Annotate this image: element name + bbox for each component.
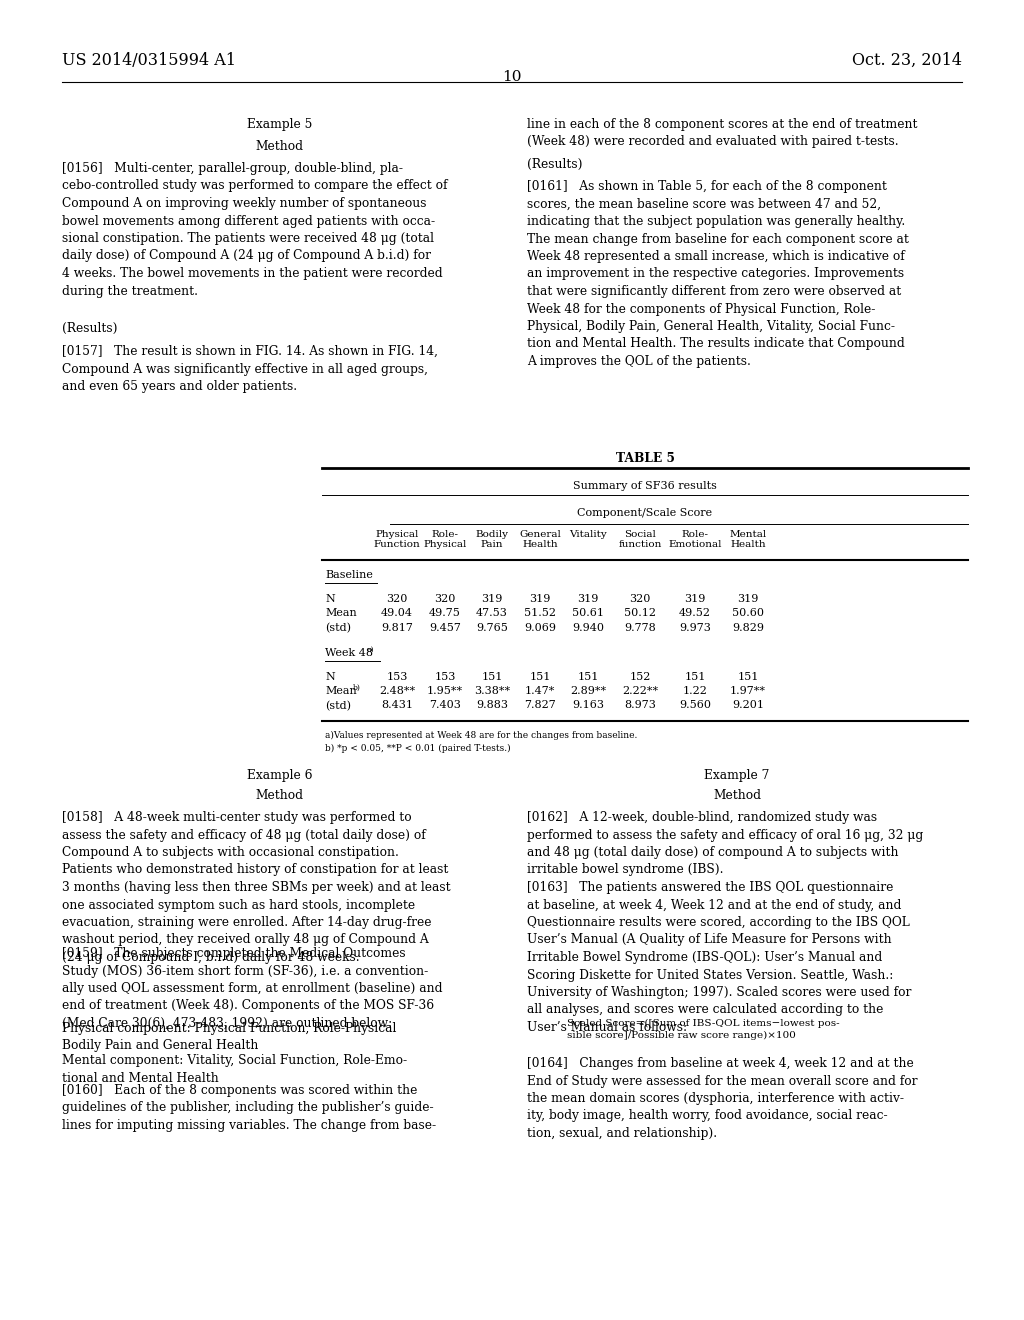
Text: Example 5: Example 5 — [247, 117, 312, 131]
Text: 319: 319 — [684, 594, 706, 605]
Text: Mental component: Vitality, Social Function, Role-Emo-
tional and Mental Health: Mental component: Vitality, Social Funct… — [62, 1053, 408, 1085]
Text: 49.75: 49.75 — [429, 609, 461, 619]
Text: 3.38**: 3.38** — [474, 686, 510, 696]
Text: [0157]   The result is shown in FIG. 14. As shown in FIG. 14,
Compound A was sig: [0157] The result is shown in FIG. 14. A… — [62, 345, 438, 393]
Text: (std): (std) — [325, 623, 351, 634]
Text: N: N — [325, 594, 335, 605]
Text: 9.973: 9.973 — [679, 623, 711, 634]
Text: 2.89**: 2.89** — [570, 686, 606, 696]
Text: Mean: Mean — [325, 609, 356, 619]
Text: 7.827: 7.827 — [524, 701, 556, 710]
Text: [0158]   A 48-week multi-center study was performed to
assess the safety and eff: [0158] A 48-week multi-center study was … — [62, 810, 451, 964]
Text: Week 48: Week 48 — [325, 648, 373, 657]
Text: 152: 152 — [630, 672, 650, 681]
Text: Vitality: Vitality — [569, 531, 607, 539]
Text: 9.940: 9.940 — [572, 623, 604, 634]
Text: Physical
Function: Physical Function — [374, 531, 421, 549]
Text: a): a) — [367, 645, 375, 653]
Text: 319: 319 — [529, 594, 551, 605]
Text: Example 6: Example 6 — [247, 770, 312, 781]
Text: 320: 320 — [386, 594, 408, 605]
Text: 319: 319 — [481, 594, 503, 605]
Text: 9.201: 9.201 — [732, 701, 764, 710]
Text: 47.53: 47.53 — [476, 609, 508, 619]
Text: Physical component: Physical Function, Role-Physical
Bodily Pain and General Hea: Physical component: Physical Function, R… — [62, 1022, 396, 1052]
Text: 151: 151 — [737, 672, 759, 681]
Text: [0156]   Multi-center, parallel-group, double-blind, pla-
cebo-controlled study : [0156] Multi-center, parallel-group, dou… — [62, 162, 447, 297]
Text: 9.457: 9.457 — [429, 623, 461, 634]
Text: Method: Method — [256, 140, 303, 153]
Text: TABLE 5: TABLE 5 — [615, 451, 675, 465]
Text: 9.765: 9.765 — [476, 623, 508, 634]
Text: 50.12: 50.12 — [624, 609, 656, 619]
Text: 151: 151 — [529, 672, 551, 681]
Text: 1.95**: 1.95** — [427, 686, 463, 696]
Text: Example 7: Example 7 — [705, 770, 770, 781]
Text: 320: 320 — [630, 594, 650, 605]
Text: 151: 151 — [481, 672, 503, 681]
Text: a)Values represented at Week 48 are for the changes from baseline.: a)Values represented at Week 48 are for … — [325, 731, 637, 741]
Text: 2.22**: 2.22** — [622, 686, 658, 696]
Text: Component/Scale Score: Component/Scale Score — [578, 508, 713, 517]
Text: 9.560: 9.560 — [679, 701, 711, 710]
Text: 49.52: 49.52 — [679, 609, 711, 619]
Text: 9.163: 9.163 — [572, 701, 604, 710]
Text: (Results): (Results) — [527, 158, 583, 172]
Text: Method: Method — [713, 789, 761, 803]
Text: 151: 151 — [578, 672, 599, 681]
Text: Baseline: Baseline — [325, 570, 373, 579]
Text: 320: 320 — [434, 594, 456, 605]
Text: line in each of the 8 component scores at the end of treatment
(Week 48) were re: line in each of the 8 component scores a… — [527, 117, 918, 149]
Text: [0163]   The patients answered the IBS QOL questionnaire
at baseline, at week 4,: [0163] The patients answered the IBS QOL… — [527, 880, 911, 1034]
Text: [0161]   As shown in Table 5, for each of the 8 component
scores, the mean basel: [0161] As shown in Table 5, for each of … — [527, 180, 909, 368]
Text: Bodily
Pain: Bodily Pain — [475, 531, 509, 549]
Text: 319: 319 — [578, 594, 599, 605]
Text: 8.973: 8.973 — [624, 701, 656, 710]
Text: 1.47*: 1.47* — [525, 686, 555, 696]
Text: 9.817: 9.817 — [381, 623, 413, 634]
Text: 9.069: 9.069 — [524, 623, 556, 634]
Text: 153: 153 — [434, 672, 456, 681]
Text: [0164]   Changes from baseline at week 4, week 12 and at the
End of Study were a: [0164] Changes from baseline at week 4, … — [527, 1057, 918, 1140]
Text: Social
function: Social function — [618, 531, 662, 549]
Text: [0160]   Each of the 8 components was scored within the
guidelines of the publis: [0160] Each of the 8 components was scor… — [62, 1084, 436, 1133]
Text: 7.403: 7.403 — [429, 701, 461, 710]
Text: 9.829: 9.829 — [732, 623, 764, 634]
Text: Method: Method — [256, 789, 303, 803]
Text: b): b) — [353, 684, 360, 692]
Text: 1.97**: 1.97** — [730, 686, 766, 696]
Text: 9.883: 9.883 — [476, 701, 508, 710]
Text: 319: 319 — [737, 594, 759, 605]
Text: Summary of SF36 results: Summary of SF36 results — [573, 480, 717, 491]
Text: 8.431: 8.431 — [381, 701, 413, 710]
Text: N: N — [325, 672, 335, 681]
Text: Role-
Physical: Role- Physical — [423, 531, 467, 549]
Text: Mental
Health: Mental Health — [729, 531, 767, 549]
Text: 1.22: 1.22 — [683, 686, 708, 696]
Text: [0159]   The subjects completed the Medical Outcomes
Study (MOS) 36-item short f: [0159] The subjects completed the Medica… — [62, 946, 442, 1030]
Text: 49.04: 49.04 — [381, 609, 413, 619]
Text: 2.48**: 2.48** — [379, 686, 415, 696]
Text: b) *p < 0.05, **P < 0.01 (paired T-tests.): b) *p < 0.05, **P < 0.01 (paired T-tests… — [325, 744, 511, 754]
Text: Mean: Mean — [325, 686, 356, 696]
Text: 10: 10 — [502, 70, 522, 84]
Text: 153: 153 — [386, 672, 408, 681]
Text: (std): (std) — [325, 701, 351, 710]
Text: 9.778: 9.778 — [624, 623, 656, 634]
Text: Oct. 23, 2014: Oct. 23, 2014 — [852, 51, 962, 69]
Text: 151: 151 — [684, 672, 706, 681]
Text: 50.61: 50.61 — [572, 609, 604, 619]
Text: General
Health: General Health — [519, 531, 561, 549]
Text: [0162]   A 12-week, double-blind, randomized study was
performed to assess the s: [0162] A 12-week, double-blind, randomiz… — [527, 810, 924, 876]
Text: (Results): (Results) — [62, 322, 118, 335]
Text: 50.60: 50.60 — [732, 609, 764, 619]
Text: 51.52: 51.52 — [524, 609, 556, 619]
Text: Scaled Score=([Sum of IBS-QOL items−lowest pos-
sible score]/Possible raw score : Scaled Score=([Sum of IBS-QOL items−lowe… — [567, 1019, 840, 1040]
Text: US 2014/0315994 A1: US 2014/0315994 A1 — [62, 51, 236, 69]
Text: Role-
Emotional: Role- Emotional — [669, 531, 722, 549]
